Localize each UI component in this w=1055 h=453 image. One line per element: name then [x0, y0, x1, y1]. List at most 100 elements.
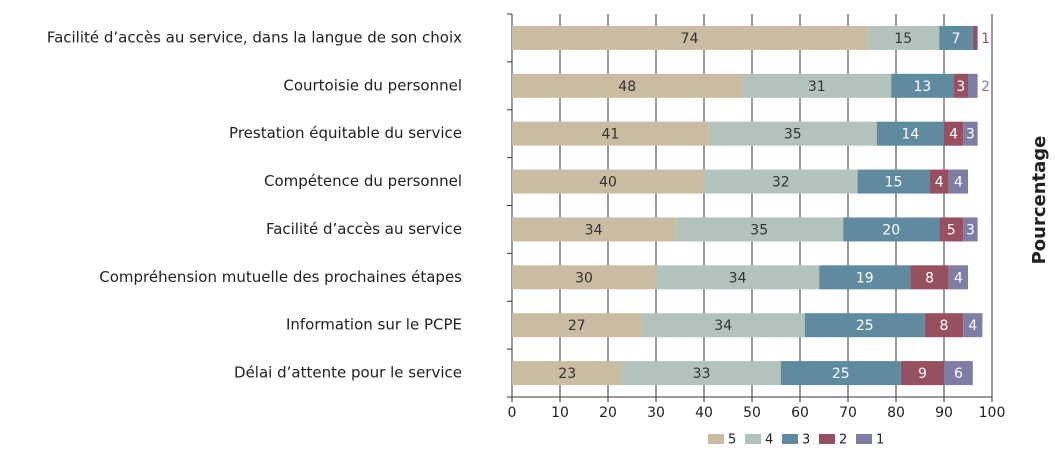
bar-segment — [857, 169, 930, 194]
bar-segment — [900, 361, 944, 386]
data-label: 4 — [968, 318, 977, 334]
y-tick-label: Compréhension mutuelle des prochaines ét… — [99, 268, 462, 286]
data-label: 8 — [940, 318, 949, 334]
bar-segment — [656, 265, 820, 290]
bar-segment — [891, 73, 954, 98]
data-label: 15 — [894, 31, 912, 47]
bar-segment — [512, 361, 623, 386]
legend-swatch — [819, 434, 835, 444]
bar-segment — [708, 121, 877, 146]
bar-segment — [512, 313, 642, 338]
data-label: 7 — [952, 31, 961, 47]
bar-segment — [804, 313, 925, 338]
bar-segment — [972, 25, 978, 50]
data-label: 20 — [882, 222, 900, 238]
bar-segment — [675, 217, 844, 242]
bar-segment — [742, 73, 892, 98]
x-tick-label: 60 — [791, 405, 809, 421]
bar-segment — [622, 361, 781, 386]
data-label: 41 — [601, 127, 619, 143]
data-label: 19 — [856, 270, 874, 286]
x-tick-label: 40 — [695, 405, 713, 421]
bar-segment — [963, 121, 978, 146]
x-tick-label: 50 — [743, 405, 761, 421]
bar-segment — [953, 73, 968, 98]
data-label: 31 — [808, 79, 826, 95]
legend-swatch — [745, 434, 761, 444]
bar-segment — [924, 313, 964, 338]
legend-label: 5 — [728, 433, 736, 448]
axis-label: Pourcentage — [1029, 136, 1050, 265]
y-tick-label: Courtoisie du personnel — [283, 76, 462, 94]
legend-swatch — [782, 434, 798, 444]
data-label: 35 — [750, 222, 768, 238]
x-tick-label: 20 — [599, 405, 617, 421]
legend-label: 1 — [876, 433, 884, 448]
bar-segment — [910, 265, 949, 290]
x-tick-label: 10 — [551, 405, 569, 421]
bar-segment — [512, 73, 743, 98]
data-label: 34 — [714, 318, 732, 334]
data-label: 23 — [558, 366, 576, 382]
y-tick-label: Facilité d’accès au service — [266, 220, 462, 238]
bar-segment — [512, 25, 868, 50]
x-tick-label: 30 — [647, 405, 665, 421]
y-tick-label: Prestation équitable du service — [229, 124, 462, 142]
data-label: 1 — [981, 31, 990, 47]
legend-swatch — [856, 434, 872, 444]
data-label: 14 — [901, 127, 919, 143]
x-tick-label: 100 — [979, 405, 1006, 421]
x-tick-label: 80 — [887, 405, 905, 421]
y-tick-label: Compétence du personnel — [264, 172, 462, 190]
legend-label: 3 — [802, 433, 810, 448]
y-tick-label: Facilité d’accès au service, dans la lan… — [47, 28, 462, 46]
data-label: 40 — [599, 175, 617, 191]
data-label: 13 — [913, 79, 931, 95]
data-label: 27 — [568, 318, 586, 334]
data-label: 48 — [618, 79, 636, 95]
data-label: 74 — [681, 31, 699, 47]
data-label: 8 — [925, 270, 934, 286]
bar-segment — [780, 361, 901, 386]
bar-segment — [512, 169, 704, 194]
data-label: 9 — [918, 366, 927, 382]
bar-segment — [939, 25, 973, 50]
data-label: 3 — [966, 127, 975, 143]
data-label: 34 — [585, 222, 603, 238]
data-label: 35 — [784, 127, 802, 143]
data-label: 4 — [954, 175, 963, 191]
bar-segment — [963, 217, 978, 242]
legend-label: 2 — [839, 433, 847, 448]
bar-segment — [963, 313, 983, 338]
x-tick-label: 70 — [839, 405, 857, 421]
bar-segment — [944, 361, 973, 386]
bar-segment — [843, 217, 940, 242]
data-label: 2 — [981, 79, 990, 95]
bar-segment — [876, 121, 944, 146]
data-label: 30 — [575, 270, 593, 286]
bar-segment — [944, 121, 964, 146]
data-label: 4 — [935, 175, 944, 191]
data-label: 32 — [772, 175, 790, 191]
legend-swatch — [708, 434, 724, 444]
bar-segment — [948, 265, 968, 290]
bar-segment — [704, 169, 858, 194]
data-label: 3 — [966, 222, 975, 238]
data-label: 6 — [954, 366, 963, 382]
bar-segment — [819, 265, 911, 290]
x-tick-label: 0 — [508, 405, 517, 421]
bar-segment — [867, 25, 940, 50]
y-tick-label: Délai d’attente pour le service — [234, 364, 462, 382]
bar-segment — [512, 265, 656, 290]
data-label: 25 — [856, 318, 874, 334]
bar-segment — [948, 169, 968, 194]
bar-segment — [512, 217, 676, 242]
bar-segment — [929, 169, 949, 194]
data-label: 34 — [729, 270, 747, 286]
bar-segment — [939, 217, 964, 242]
bar-segment — [512, 121, 709, 146]
data-label: 25 — [832, 366, 850, 382]
bar-segment — [968, 73, 978, 98]
data-label: 3 — [956, 79, 965, 95]
